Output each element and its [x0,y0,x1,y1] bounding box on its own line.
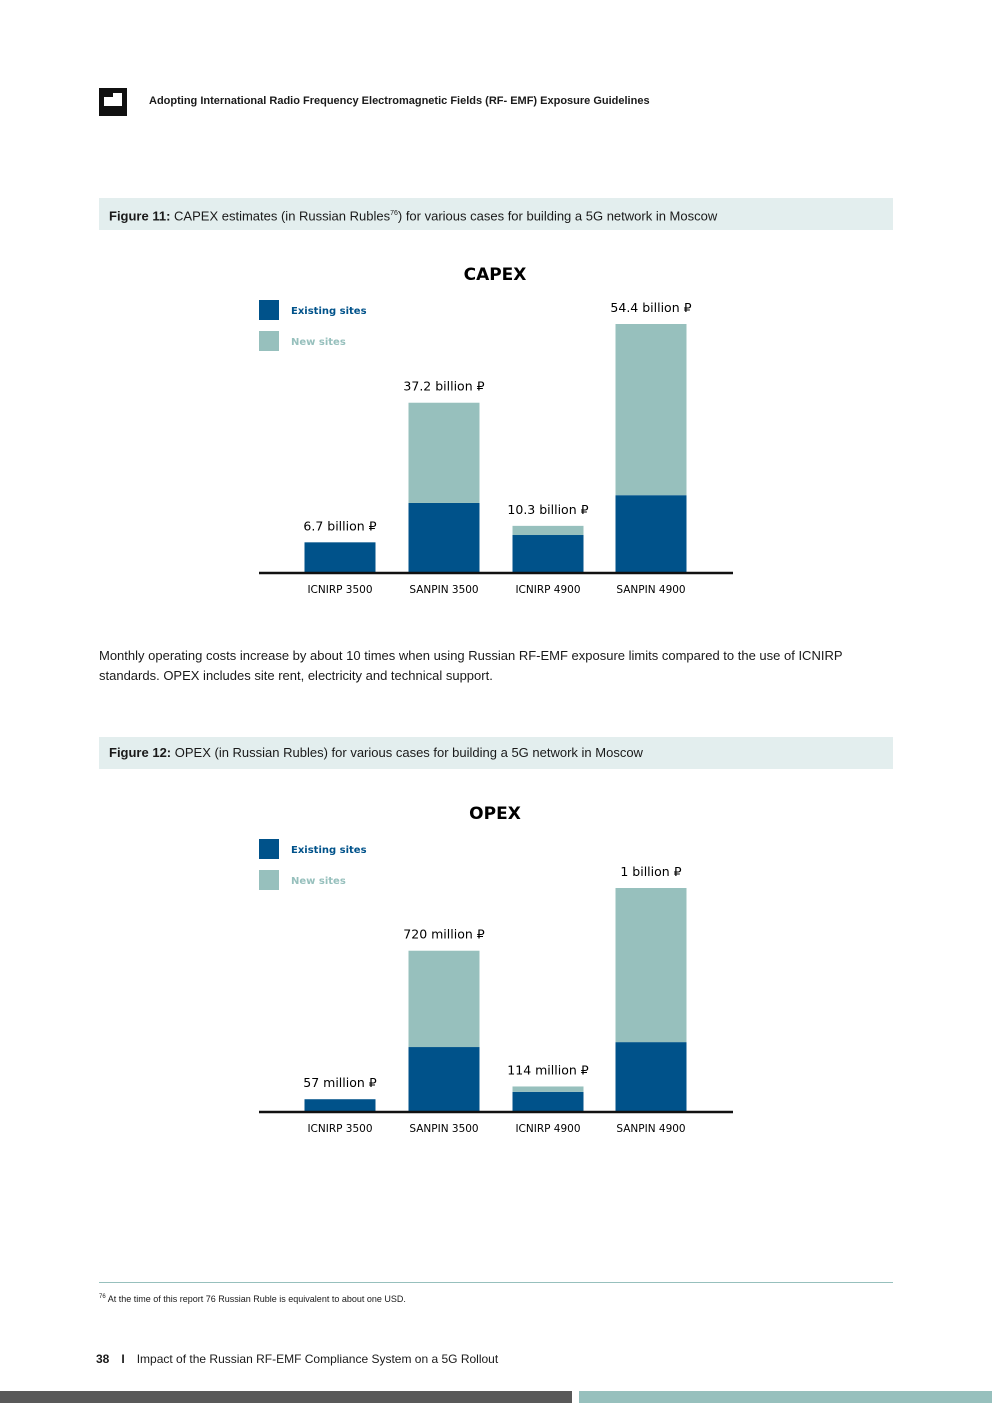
caption-text: OPEX (in Russian Rubles) for various cas… [174,745,643,760]
footer-bar [0,1391,572,1403]
footnote-marker: 76 [99,1294,106,1300]
bar-segment [615,1042,687,1112]
bar-segment [304,1099,376,1112]
total-label: 1 billion ₽ [620,864,681,879]
bar-segment [408,502,480,573]
note-ref: 76 [390,210,398,217]
bar-segment [615,888,687,1043]
x-tick-label: ICNIRP 4900 [515,1123,580,1135]
figure-caption: Figure 11: CAPEX estimates (in Russian R… [99,198,893,230]
legend-label: Existing sites [291,845,367,856]
bar-segment [615,324,687,496]
chart-title: CAPEX [464,265,527,285]
total-label: 57 million ₽ [303,1075,376,1090]
figure-caption: Figure 12: OPEX (in Russian Rubles) for … [99,737,893,769]
figure-label: Figure 12: [109,745,172,760]
footer: 38 I Impact of the Russian RF-EMF Complian… [96,1352,498,1366]
legend-swatch [259,839,279,859]
x-tick-label: SANPIN 3500 [409,584,478,596]
x-tick-label: ICNIRP 3500 [307,584,372,596]
bar-segment [615,495,687,573]
footer-separator: I [121,1352,125,1366]
bar-segment [304,542,376,573]
total-label: 114 million ₽ [507,1062,588,1077]
legend-label: Existing sites [291,306,367,317]
bar-segment [512,1091,584,1112]
chart: CAPEX Existing sites New sites 6.7 billion … [259,265,733,596]
footer-bar [579,1391,992,1403]
footnote: 76 At the time of this report 76 Russian… [99,1294,406,1304]
page-number: 38 [96,1352,110,1366]
total-label: 720 million ₽ [403,927,484,942]
figure-label: Figure 11: [109,208,171,224]
x-tick-label: ICNIRP 3500 [307,1123,372,1135]
footnote-text: At the time of this report 76 Russian Ru… [107,1294,406,1304]
total-label: 37.2 billion ₽ [403,379,484,394]
legend-label: New sites [291,337,346,348]
footnote-rule [99,1282,893,1283]
legend-label: New sites [291,876,346,887]
legend-swatch [259,300,279,320]
paragraph: Monthly operating costs increase by abou… [99,648,843,683]
chart-title: OPEX [469,804,521,824]
legend-swatch [259,870,279,890]
x-tick-label: ICNIRP 4900 [515,584,580,596]
header-title: Adopting International Radio Frequency E… [149,95,650,107]
bar-segment [512,1086,584,1092]
x-tick-label: SANPIN 4900 [616,584,685,596]
logo [99,88,127,116]
total-label: 54.4 billion ₽ [610,300,691,315]
caption-text: ) for various cases for building a 5G ne… [397,208,718,224]
legend-swatch [259,331,279,351]
bar-segment [512,525,584,536]
total-label: 6.7 billion ₽ [303,518,376,533]
bar-segment [408,402,480,503]
bar-segment [408,1047,480,1112]
bar-segment [512,535,584,573]
footer-title: Impact of the Russian RF-EMF Compliance … [136,1352,499,1366]
chart: OPEX Existing sites New sites 57 million ₽ I… [259,804,733,1135]
caption-text: CAPEX estimates (in Russian Rubles [174,208,391,224]
x-tick-label: SANPIN 4900 [616,1123,685,1135]
bar-segment [408,950,480,1048]
x-tick-label: SANPIN 3500 [409,1123,478,1135]
total-label: 10.3 billion ₽ [507,502,588,517]
